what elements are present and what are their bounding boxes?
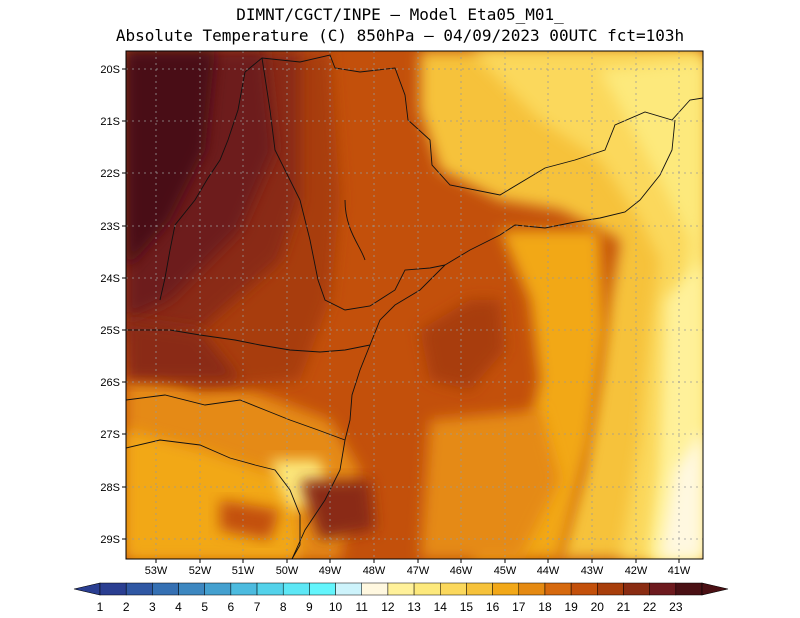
colorbar-swatch: [597, 582, 624, 596]
lat-label: 27S: [100, 429, 120, 441]
colorbar-swatch: [387, 582, 415, 596]
colorbar-swatch: [544, 582, 572, 596]
colorbar-swatch: [440, 582, 467, 596]
lon-label: 47W: [407, 565, 430, 577]
lat-label: 26S: [100, 377, 120, 389]
graticule: [126, 51, 703, 559]
colorbar: 1 2 3 4 5 6 7 8 9 10 11 12 13 14 15 16 17 18 19 20 21 22 23: [73, 582, 729, 614]
lon-label: 41W: [668, 565, 691, 577]
lon-label: 51W: [232, 565, 255, 577]
colorbar-over-arrow: [701, 582, 729, 596]
colorbar-swatch: [518, 582, 546, 596]
colorbar-swatch: [178, 582, 205, 596]
latitude-axis: 20S 21S 22S 23S 24S 25S 26S 27S 28S 29S: [100, 64, 126, 546]
colorbar-swatch: [99, 582, 127, 596]
lat-label: 20S: [100, 64, 120, 76]
lat-label: 21S: [100, 116, 120, 128]
colorbar-under-arrow: [73, 582, 101, 596]
colorbar-swatch: [204, 582, 232, 596]
lon-label: 48W: [363, 565, 386, 577]
colorbar-swatch: [256, 582, 284, 596]
colorbar-label: 21: [617, 600, 631, 614]
colorbar-label: 19: [564, 600, 578, 614]
colorbar-swatch: [361, 582, 389, 596]
colorbar-swatch: [675, 582, 703, 596]
colorbar-swatch: [570, 582, 598, 596]
colorbar-swatch: [413, 582, 441, 596]
lon-label: 49W: [319, 565, 342, 577]
colorbar-label: 17: [512, 600, 526, 614]
lon-label: 42W: [625, 565, 648, 577]
lon-label: 53W: [145, 565, 168, 577]
colorbar-swatch: [649, 582, 677, 596]
map-title-line1: DIMNT/CGCT/INPE – Model Eta05_M01_: [236, 5, 564, 24]
colorbar-label: 1: [97, 600, 104, 614]
lon-label: 52W: [189, 565, 212, 577]
state-boundaries: [126, 54, 703, 559]
colorbar-label: 22: [643, 600, 657, 614]
colorbar-swatch: [466, 582, 493, 596]
colorbar-label: 14: [434, 600, 448, 614]
colorbar-swatch: [230, 582, 258, 596]
colorbar-label: 18: [538, 600, 552, 614]
map-frame: [125, 50, 704, 560]
longitude-axis: 53W 52W 51W 50W 49W 48W 47W 46W 45W 44W 43W 42W 41W: [145, 559, 691, 577]
colorbar-label: 7: [254, 600, 261, 614]
colorbar-label: 20: [591, 600, 605, 614]
lon-label: 46W: [450, 565, 473, 577]
lon-label: 50W: [276, 565, 299, 577]
colorbar-swatch: [492, 582, 520, 596]
colorbar-swatch: [125, 582, 153, 596]
colorbar-swatch: [282, 582, 310, 596]
map-title-line2: Absolute Temperature (C) 850hPa – 04/09/…: [115, 26, 685, 45]
colorbar-swatch: [335, 582, 362, 596]
colorbar-label: 15: [460, 600, 474, 614]
colorbar-label: 5: [201, 600, 208, 614]
colorbar-label: 6: [228, 600, 235, 614]
colorbar-label: 12: [381, 600, 395, 614]
lat-label: 28S: [100, 482, 120, 494]
lat-label: 24S: [100, 273, 120, 285]
lat-label: 23S: [100, 221, 120, 233]
colorbar-label: 3: [149, 600, 156, 614]
colorbar-label: 23: [669, 600, 683, 614]
colorbar-label: 16: [486, 600, 500, 614]
colorbar-label: 9: [306, 600, 313, 614]
lat-label: 29S: [100, 534, 120, 546]
colorbar-label: 2: [123, 600, 130, 614]
colorbar-label: 8: [280, 600, 287, 614]
colorbar-label: 4: [175, 600, 182, 614]
colorbar-swatch: [623, 582, 650, 596]
colorbar-label: 10: [329, 600, 343, 614]
lat-label: 25S: [100, 325, 120, 337]
lon-label: 45W: [494, 565, 517, 577]
lat-label: 22S: [100, 168, 120, 180]
lon-label: 44W: [537, 565, 560, 577]
colorbar-swatch: [152, 582, 179, 596]
colorbar-label: 13: [407, 600, 421, 614]
colorbar-label: 11: [356, 600, 369, 614]
temperature-field: [126, 51, 703, 559]
lon-label: 43W: [581, 565, 604, 577]
colorbar-swatch: [309, 582, 336, 596]
